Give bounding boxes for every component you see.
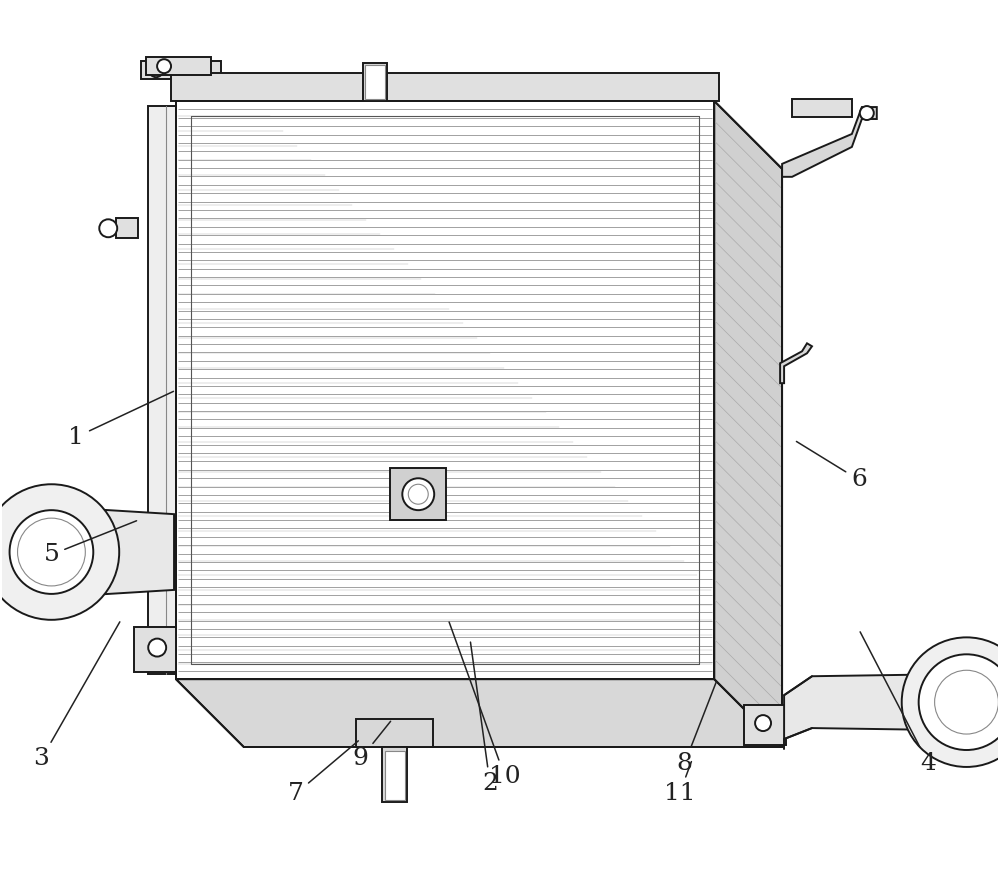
Polygon shape xyxy=(782,107,877,177)
Bar xyxy=(382,747,407,801)
Polygon shape xyxy=(176,679,782,747)
Polygon shape xyxy=(784,674,947,739)
Bar xyxy=(171,73,719,101)
Circle shape xyxy=(148,639,166,656)
Bar xyxy=(134,628,176,672)
Text: 6: 6 xyxy=(796,441,867,491)
Bar xyxy=(363,63,387,101)
Text: 2: 2 xyxy=(470,642,498,795)
Bar xyxy=(356,719,433,747)
Text: 11: 11 xyxy=(664,761,695,805)
Bar xyxy=(792,99,852,117)
Text: 10: 10 xyxy=(449,622,521,788)
Circle shape xyxy=(0,484,119,620)
Circle shape xyxy=(935,670,998,734)
Text: 8: 8 xyxy=(676,682,716,775)
Bar xyxy=(146,57,211,75)
Circle shape xyxy=(10,510,93,594)
Circle shape xyxy=(157,59,171,73)
Text: 4: 4 xyxy=(860,632,937,775)
Polygon shape xyxy=(176,101,714,679)
Text: 9: 9 xyxy=(353,721,391,771)
Bar xyxy=(390,468,446,520)
Circle shape xyxy=(408,484,428,504)
Circle shape xyxy=(99,219,117,237)
Text: 5: 5 xyxy=(43,521,137,566)
Circle shape xyxy=(18,518,85,586)
Bar xyxy=(141,61,221,80)
Circle shape xyxy=(860,106,874,120)
Bar xyxy=(365,66,385,99)
Polygon shape xyxy=(41,508,174,596)
Bar xyxy=(116,218,138,239)
Circle shape xyxy=(919,655,1000,750)
Circle shape xyxy=(755,715,771,731)
Bar xyxy=(385,751,405,800)
Polygon shape xyxy=(780,343,812,383)
Text: 3: 3 xyxy=(34,621,120,771)
Circle shape xyxy=(402,478,434,510)
Bar xyxy=(744,705,786,745)
Circle shape xyxy=(902,637,1000,767)
Polygon shape xyxy=(148,106,176,674)
Polygon shape xyxy=(714,101,782,747)
Text: 1: 1 xyxy=(68,392,174,448)
Circle shape xyxy=(149,63,163,77)
Text: 7: 7 xyxy=(288,741,358,805)
